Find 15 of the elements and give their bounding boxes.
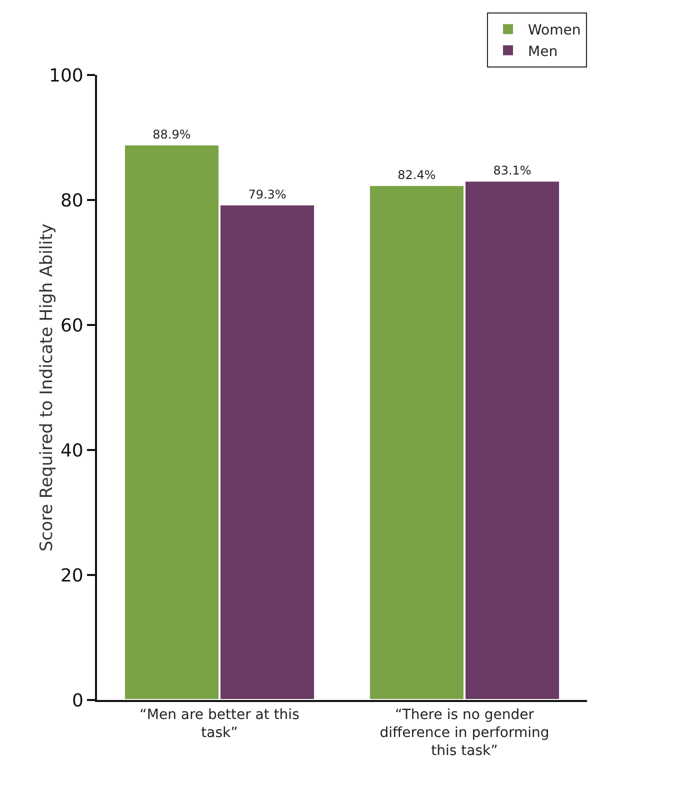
y-tick-label: 100 xyxy=(49,65,84,86)
y-tick-label: 0 xyxy=(72,690,84,712)
data-label: 79.3% xyxy=(248,187,286,202)
data-label: 82.4% xyxy=(398,168,436,182)
y-axis-title: Score Required to Indicate High Ability xyxy=(37,224,57,552)
data-label: 88.9% xyxy=(152,127,191,142)
y-tick-label: 40 xyxy=(60,440,84,462)
legend-label: Men xyxy=(528,44,558,60)
legend-label: Women xyxy=(528,22,581,39)
x-tick-label: “There is no gender difference in performing this task” xyxy=(380,706,550,760)
y-tick-label: 20 xyxy=(60,565,84,586)
x-tick-label: “Men are better at this task” xyxy=(140,706,300,741)
y-tick-label: 80 xyxy=(60,190,84,212)
data-label: 83.1% xyxy=(493,164,532,178)
y-tick-label: 60 xyxy=(60,315,84,336)
